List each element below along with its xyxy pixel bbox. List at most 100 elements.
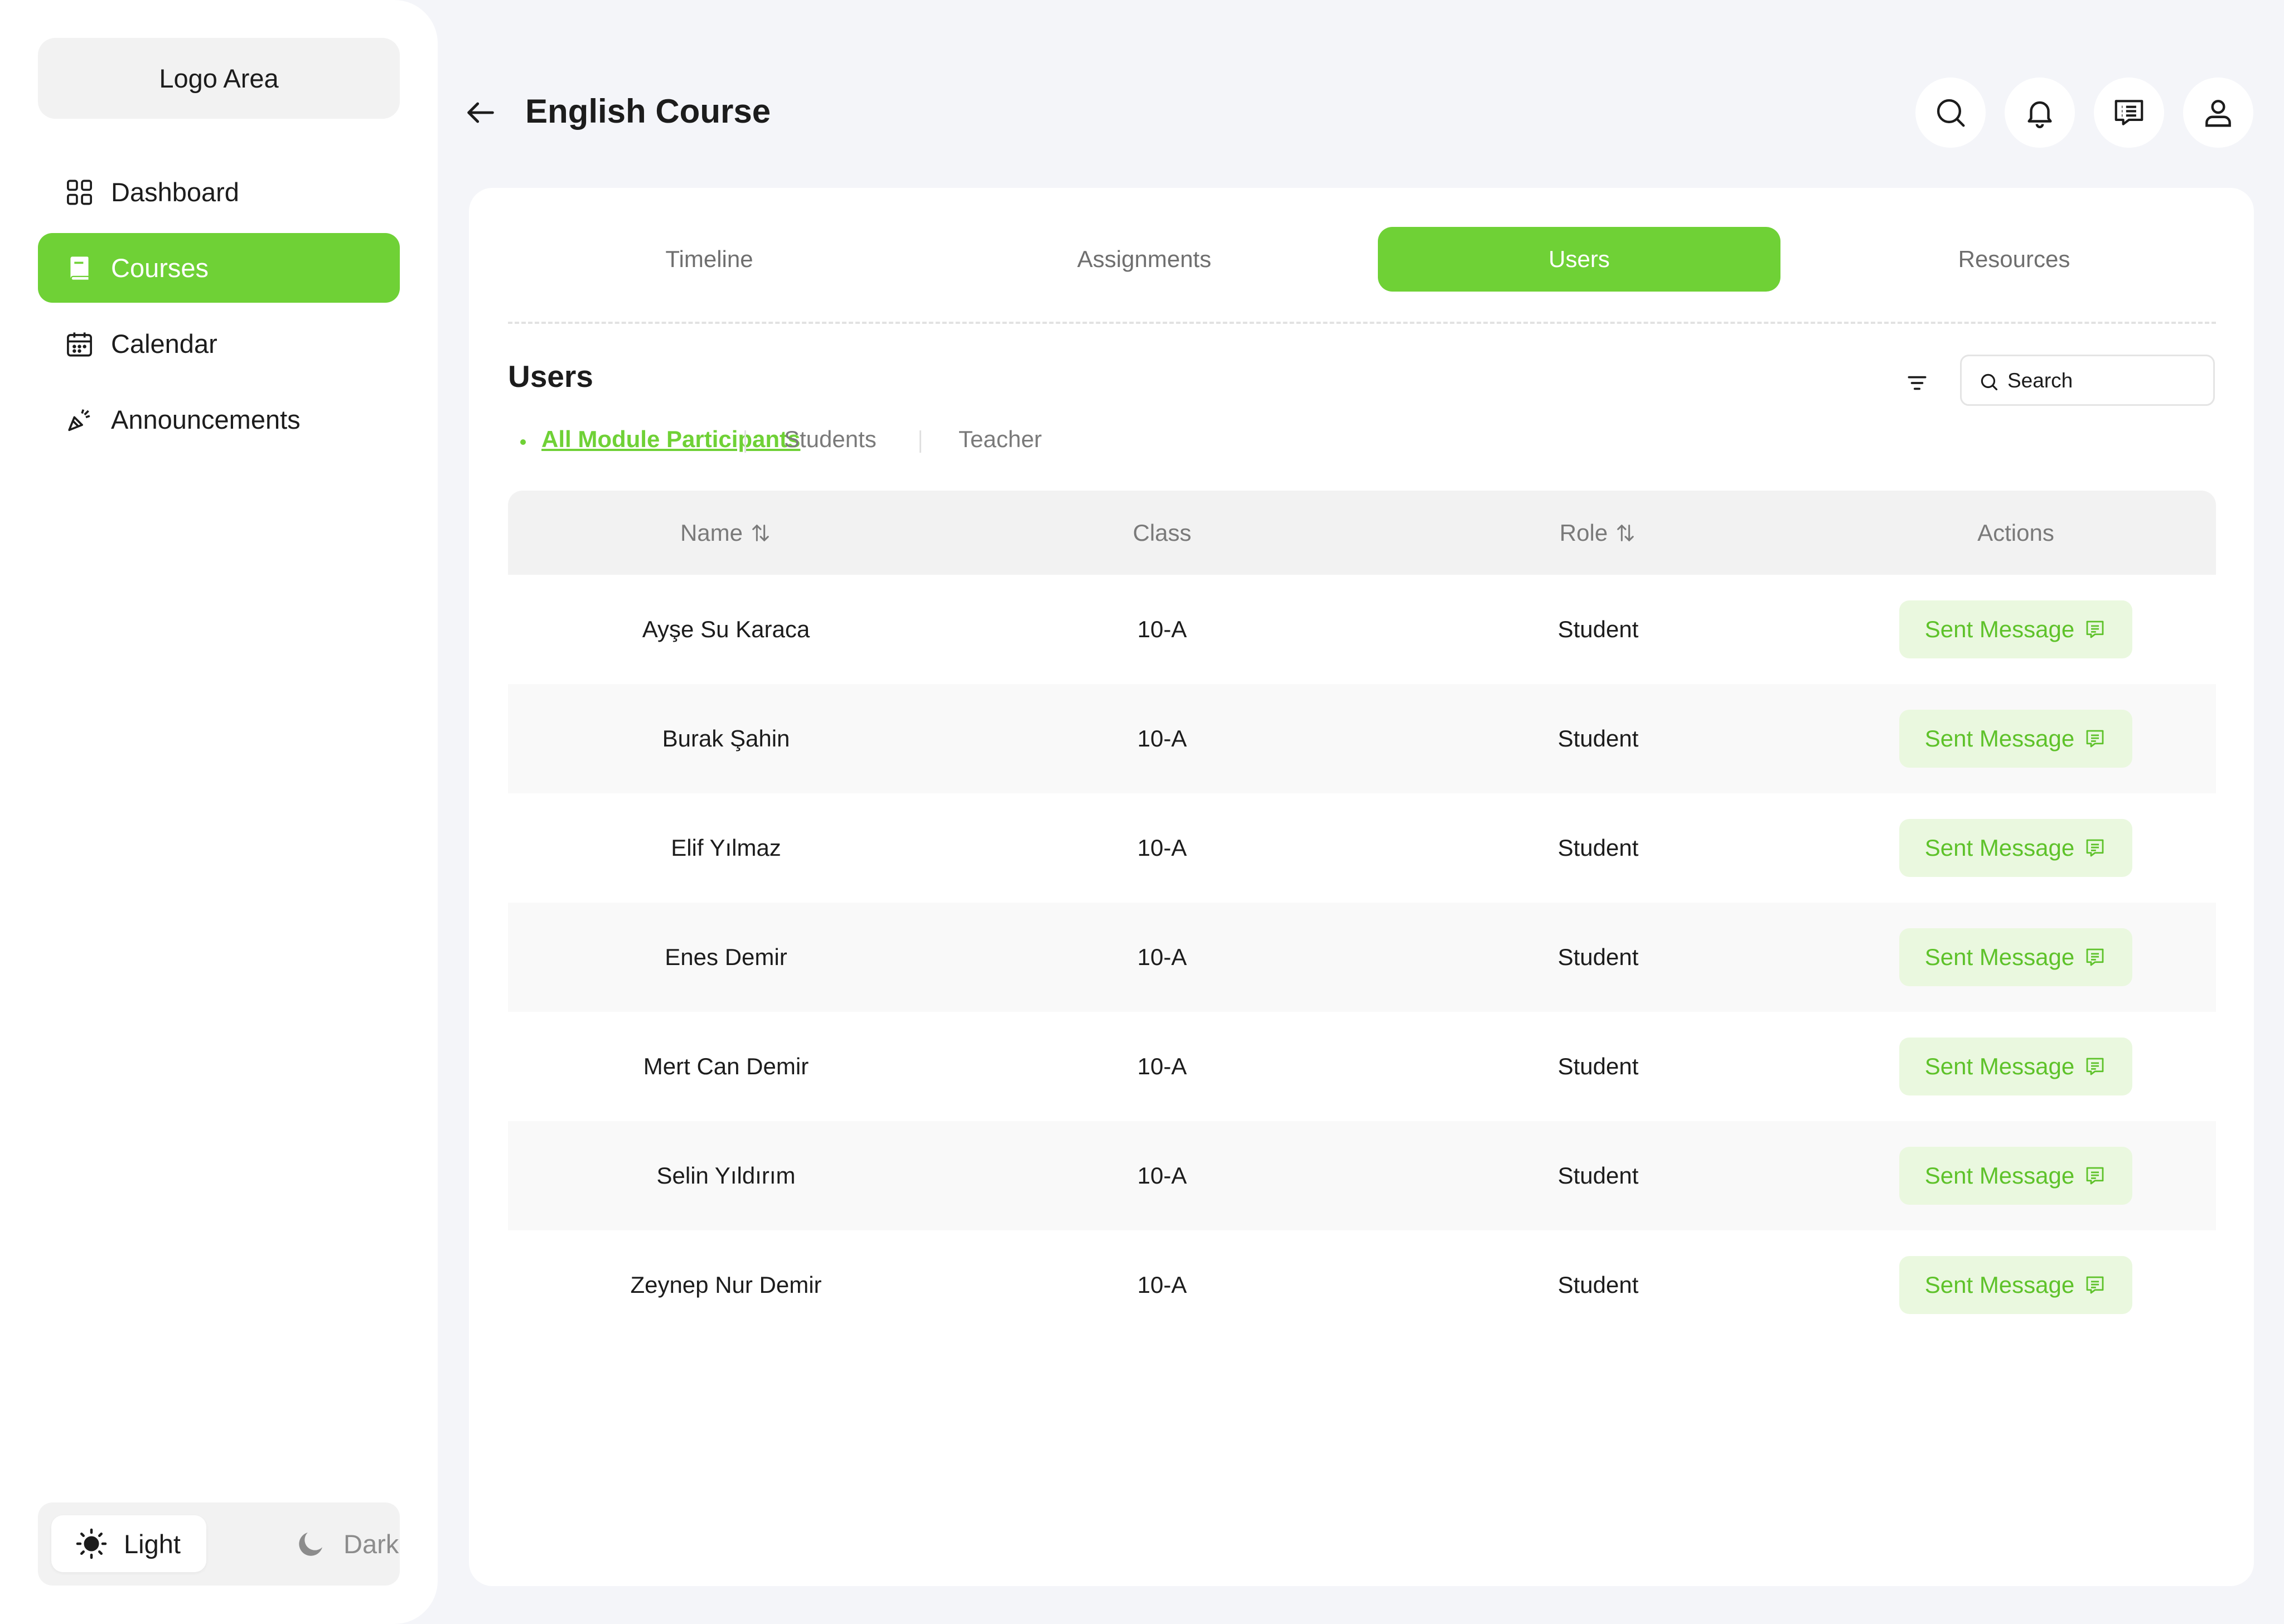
theme-switch: Light Dark bbox=[38, 1502, 400, 1586]
sidebar-item-announcements[interactable]: Announcements bbox=[38, 385, 400, 454]
user-role: Student bbox=[1557, 1272, 1639, 1298]
user-role: Student bbox=[1557, 616, 1639, 642]
send-message-label: Sent Message bbox=[1924, 1272, 2075, 1298]
send-message-label: Sent Message bbox=[1924, 835, 2075, 861]
tab-timeline[interactable]: Timeline bbox=[665, 246, 753, 272]
subtab-separator bbox=[920, 430, 921, 453]
logo-area: Logo Area bbox=[38, 38, 400, 119]
messages-button[interactable] bbox=[2094, 77, 2164, 148]
user-class: 10-A bbox=[1137, 1162, 1187, 1189]
user-class: 10-A bbox=[1137, 944, 1187, 970]
notifications-button[interactable] bbox=[2005, 77, 2075, 148]
tab-users[interactable]: Users bbox=[1378, 227, 1780, 292]
send-message-label: Sent Message bbox=[1924, 616, 2075, 642]
user-icon bbox=[2201, 95, 2235, 130]
section-title: Users bbox=[508, 359, 593, 394]
sidebar-item-label: Announcements bbox=[111, 405, 301, 434]
user-class: 10-A bbox=[1137, 725, 1187, 752]
send-message-label: Sent Message bbox=[1924, 725, 2075, 752]
message-icon bbox=[2083, 1273, 2107, 1297]
send-message-button[interactable]: Sent Message bbox=[1899, 1038, 2133, 1095]
user-name: Zeynep Nur Demir bbox=[630, 1272, 822, 1298]
column-header-role[interactable]: Role bbox=[1380, 491, 1816, 575]
sort-icon[interactable] bbox=[1614, 522, 1637, 544]
message-list-icon bbox=[2112, 95, 2146, 130]
actions-cell: Sent Message bbox=[1816, 684, 2216, 793]
moon-icon bbox=[294, 1527, 328, 1560]
message-icon bbox=[2083, 836, 2107, 860]
send-message-button[interactable]: Sent Message bbox=[1899, 928, 2133, 986]
table-row: Enes Demir 10-A Student Sent Message bbox=[508, 903, 2216, 1012]
active-dot bbox=[520, 439, 526, 445]
main-card: Timeline Assignments Users Resources Use… bbox=[469, 188, 2254, 1586]
user-name: Mert Can Demir bbox=[643, 1053, 809, 1079]
message-icon bbox=[2083, 946, 2107, 969]
user-role: Student bbox=[1557, 725, 1639, 752]
user-name: Burak Şahin bbox=[662, 725, 790, 752]
column-header-label: Role bbox=[1559, 519, 1608, 546]
user-role: Student bbox=[1557, 835, 1639, 861]
bell-icon bbox=[2022, 95, 2057, 130]
send-message-button[interactable]: Sent Message bbox=[1899, 1256, 2133, 1314]
user-role: Student bbox=[1557, 1053, 1639, 1079]
user-class: 10-A bbox=[1137, 1272, 1187, 1298]
actions-cell: Sent Message bbox=[1816, 1012, 2216, 1121]
filter-icon[interactable] bbox=[1903, 369, 1931, 397]
light-theme-button[interactable]: Light bbox=[51, 1515, 206, 1572]
subtab-students[interactable]: Students bbox=[784, 426, 877, 452]
sidebar: Logo Area Dashboard Courses bbox=[0, 0, 438, 1624]
book-icon bbox=[64, 253, 95, 283]
table-row: Zeynep Nur Demir 10-A Student Sent Messa… bbox=[508, 1230, 2216, 1340]
search-icon bbox=[1933, 95, 1968, 130]
sidebar-item-courses[interactable]: Courses bbox=[38, 233, 400, 303]
table-row: Selin Yıldırım 10-A Student Sent Message bbox=[508, 1121, 2216, 1230]
user-role: Student bbox=[1557, 944, 1639, 970]
message-icon bbox=[2083, 1055, 2107, 1078]
table-header: Name Class Role bbox=[508, 491, 2216, 575]
column-header-name[interactable]: Name bbox=[508, 491, 944, 575]
column-header-actions: Actions bbox=[1816, 491, 2216, 575]
tab-resources[interactable]: Resources bbox=[1958, 246, 2070, 272]
search-input[interactable] bbox=[2007, 366, 2203, 395]
profile-button[interactable] bbox=[2183, 77, 2253, 148]
dark-theme-button[interactable]: Dark bbox=[254, 1515, 399, 1572]
users-table: Name Class Role bbox=[508, 491, 2216, 1340]
user-class: 10-A bbox=[1137, 1053, 1187, 1079]
sidebar-item-calendar[interactable]: Calendar bbox=[38, 309, 400, 379]
user-name: Ayşe Su Karaca bbox=[642, 616, 810, 642]
sort-icon[interactable] bbox=[749, 522, 772, 544]
search-button[interactable] bbox=[1915, 77, 1986, 148]
actions-cell: Sent Message bbox=[1816, 903, 2216, 1012]
user-name: Selin Yıldırım bbox=[656, 1162, 796, 1189]
column-header-label: Class bbox=[1133, 519, 1192, 546]
sidebar-item-label: Calendar bbox=[111, 329, 217, 358]
user-name: Enes Demir bbox=[665, 944, 787, 970]
tabs-divider bbox=[508, 322, 2216, 324]
table-row: Burak Şahin 10-A Student Sent Message bbox=[508, 684, 2216, 793]
send-message-button[interactable]: Sent Message bbox=[1899, 819, 2133, 877]
message-icon bbox=[2083, 618, 2107, 641]
user-role: Student bbox=[1557, 1162, 1639, 1189]
light-label: Light bbox=[124, 1529, 181, 1559]
send-message-label: Sent Message bbox=[1924, 944, 2075, 970]
user-class: 10-A bbox=[1137, 835, 1187, 861]
megaphone-icon bbox=[64, 404, 95, 435]
subtab-teacher[interactable]: Teacher bbox=[959, 426, 1042, 452]
sidebar-item-dashboard[interactable]: Dashboard bbox=[38, 157, 400, 227]
send-message-button[interactable]: Sent Message bbox=[1899, 600, 2133, 658]
search-field bbox=[1960, 355, 2215, 406]
table-row: Mert Can Demir 10-A Student Sent Message bbox=[508, 1012, 2216, 1121]
calendar-icon bbox=[64, 328, 95, 359]
actions-cell: Sent Message bbox=[1816, 793, 2216, 903]
actions-cell: Sent Message bbox=[1816, 575, 2216, 684]
user-class: 10-A bbox=[1137, 616, 1187, 642]
back-arrow-icon[interactable] bbox=[463, 95, 499, 130]
send-message-button[interactable]: Sent Message bbox=[1899, 1147, 2133, 1205]
table-row: Ayşe Su Karaca 10-A Student Sent Message bbox=[508, 575, 2216, 684]
search-icon bbox=[1978, 371, 2000, 392]
dark-label: Dark bbox=[343, 1529, 399, 1559]
subtab-all-module-participants[interactable]: All Module Participants bbox=[541, 426, 801, 452]
sidebar-item-label: Dashboard bbox=[111, 177, 239, 207]
send-message-button[interactable]: Sent Message bbox=[1899, 710, 2133, 768]
tab-assignments[interactable]: Assignments bbox=[1077, 246, 1212, 272]
